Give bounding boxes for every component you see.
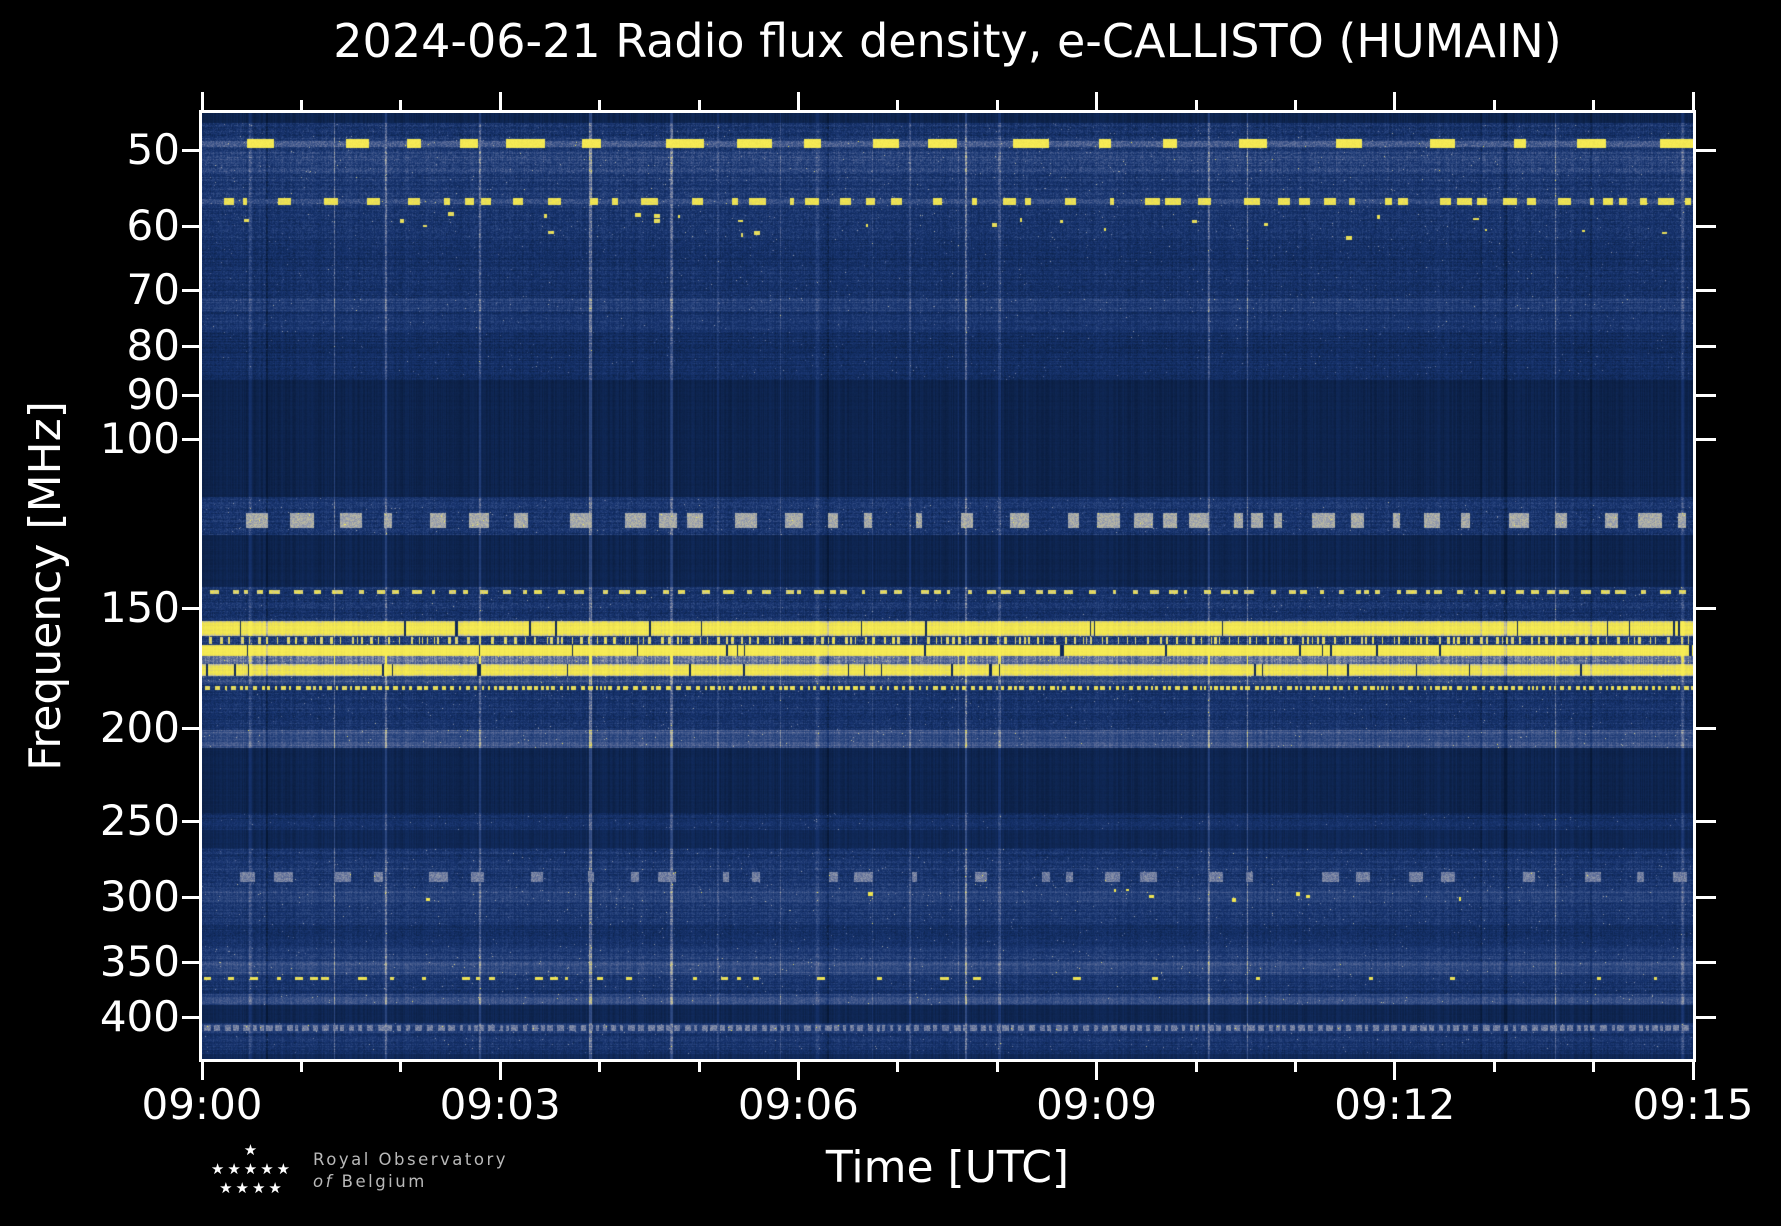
left-spine [199, 110, 202, 1062]
x-tick-top [1492, 100, 1496, 110]
logo-star-row-1: ★ [243, 1141, 261, 1159]
x-tick-top [1393, 92, 1397, 110]
y-axis-label: Frequency [MHz] [20, 401, 71, 771]
y-tick-left [182, 224, 202, 228]
y-tick-label: 80 [126, 321, 180, 370]
x-tick-bottom [200, 1062, 204, 1080]
y-tick-label: 250 [99, 796, 180, 845]
y-tick-label: 60 [126, 201, 180, 250]
x-tick-bottom [995, 1062, 999, 1072]
x-tick-label: 09:15 [1632, 1080, 1754, 1129]
x-axis-label: Time [UTC] [825, 1142, 1070, 1193]
x-tick-bottom [1194, 1062, 1198, 1072]
page-title: 2024-06-21 Radio flux density, e-CALLIST… [333, 14, 1562, 68]
x-tick-bottom [1293, 1062, 1297, 1072]
x-tick-bottom [1393, 1062, 1397, 1080]
y-tick-right [1696, 895, 1716, 899]
x-tick-top [1194, 100, 1198, 110]
top-spine [199, 110, 1696, 113]
y-tick-label: 50 [126, 125, 180, 174]
logo-text-line2: of Belgium [313, 1171, 508, 1193]
y-tick-left [182, 726, 202, 730]
y-tick-left [182, 606, 202, 610]
y-tick-left [182, 437, 202, 441]
x-tick-bottom [1691, 1062, 1695, 1080]
x-tick-bottom [1492, 1062, 1496, 1072]
y-tick-right [1696, 819, 1716, 823]
x-tick-top [697, 100, 701, 110]
logo-star-row-2: ★★★★★ [210, 1160, 294, 1178]
y-tick-label: 70 [126, 265, 180, 314]
y-tick-left [182, 960, 202, 964]
x-tick-top [896, 100, 900, 110]
logo-text-belgium: Belgium [341, 1172, 427, 1191]
y-tick-label: 100 [99, 414, 180, 463]
spectrogram-canvas [202, 113, 1693, 1059]
y-tick-label: 300 [99, 872, 180, 921]
x-tick-top [1293, 100, 1297, 110]
x-tick-top [796, 92, 800, 110]
x-tick-bottom [498, 1062, 502, 1080]
logo-text-line1: Royal Observatory [313, 1150, 509, 1169]
y-tick-label: 200 [99, 703, 180, 752]
y-tick-label: 350 [99, 937, 180, 986]
bottom-spine [199, 1059, 1696, 1062]
x-tick-top [200, 92, 204, 110]
y-tick-right [1696, 344, 1716, 348]
x-tick-bottom [697, 1062, 701, 1072]
x-tick-top [299, 100, 303, 110]
x-tick-bottom [1592, 1062, 1596, 1072]
x-tick-bottom [1095, 1062, 1099, 1080]
x-tick-label: 09:03 [439, 1080, 561, 1129]
x-tick-top [995, 100, 999, 110]
logo-text-of: of [313, 1172, 334, 1191]
y-tick-right [1696, 288, 1716, 292]
x-tick-bottom [299, 1062, 303, 1072]
x-tick-label: 09:09 [1036, 1080, 1158, 1129]
y-tick-left [182, 344, 202, 348]
x-tick-bottom [598, 1062, 602, 1072]
x-tick-top [399, 100, 403, 110]
rob-logo-stars: ★ ★★★★★ ★★★★ [200, 1141, 304, 1198]
y-tick-left [182, 1015, 202, 1019]
x-tick-top [1691, 92, 1695, 110]
logo-star-row-3: ★★★★ [219, 1179, 285, 1197]
y-tick-left [182, 148, 202, 152]
y-tick-right [1696, 393, 1716, 397]
right-spine [1693, 110, 1696, 1062]
x-tick-label: 09:00 [141, 1080, 263, 1129]
x-tick-label: 09:12 [1334, 1080, 1456, 1129]
x-tick-bottom [399, 1062, 403, 1072]
y-tick-left [182, 288, 202, 292]
y-tick-label: 150 [99, 583, 180, 632]
y-tick-right [1696, 606, 1716, 610]
x-tick-top [598, 100, 602, 110]
y-tick-left [182, 393, 202, 397]
y-tick-right [1696, 148, 1716, 152]
rob-logo-text: Royal Observatory of Belgium [313, 1149, 508, 1193]
y-tick-right [1696, 1015, 1716, 1019]
y-tick-left [182, 895, 202, 899]
y-tick-label: 90 [126, 370, 180, 419]
y-tick-right [1696, 224, 1716, 228]
x-tick-top [1095, 92, 1099, 110]
y-tick-right [1696, 960, 1716, 964]
y-tick-left [182, 819, 202, 823]
x-tick-bottom [896, 1062, 900, 1072]
y-tick-right [1696, 726, 1716, 730]
x-tick-top [1592, 100, 1596, 110]
y-tick-right [1696, 437, 1716, 441]
x-tick-top [498, 92, 502, 110]
x-tick-label: 09:06 [737, 1080, 859, 1129]
y-tick-label: 400 [99, 992, 180, 1041]
x-tick-bottom [796, 1062, 800, 1080]
